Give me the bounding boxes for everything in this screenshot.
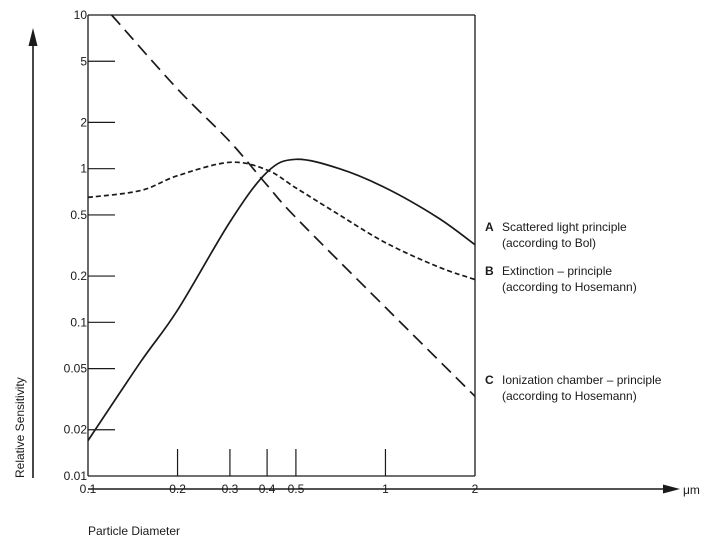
y-axis-title: Relative Sensitivity (13, 377, 27, 478)
legend-letter-a: A (485, 220, 494, 234)
y-tick-label: 0.02 (64, 423, 88, 437)
y-tick-label: 5 (80, 54, 87, 68)
x-tick-label: 1 (382, 482, 389, 496)
y-tick-label: 0.05 (64, 362, 88, 376)
legend: A Scattered light principle (according to … (485, 220, 662, 403)
y-tick-label: 0.5 (70, 208, 87, 222)
x-tick-label: 0.1 (80, 482, 97, 496)
series-lines (87, 14, 476, 442)
x-axis-ticks: 0.1 0.2 0.3 0.4 0.5 1 2 (80, 449, 479, 496)
y-tick-label: 2 (80, 115, 87, 129)
y-tick-label: 0.01 (64, 469, 88, 483)
legend-label-b: Extinction – principle (502, 264, 612, 278)
legend-label-c: Ionization chamber – principle (502, 373, 662, 387)
y-axis-arrow-head (28, 28, 38, 46)
axes (28, 14, 680, 494)
x-tick-label: 0.2 (169, 482, 186, 496)
x-tick-label: 0.4 (259, 482, 276, 496)
y-tick-label: 10 (74, 8, 88, 22)
y-tick-label: 1 (80, 162, 87, 176)
series-line-a (87, 158, 476, 442)
series-line-b (87, 161, 476, 281)
x-tick-label: 0.5 (288, 482, 305, 496)
x-axis-unit: μm (683, 483, 700, 497)
y-tick-label: 0.1 (70, 315, 87, 329)
legend-letter-c: C (485, 373, 494, 387)
y-tick-label: 0.2 (70, 269, 87, 283)
legend-letter-b: B (485, 264, 494, 278)
x-tick-label: 0.3 (222, 482, 239, 496)
legend-sublabel-a: (according to Bol) (502, 236, 596, 250)
x-axis-arrow-head (663, 484, 680, 494)
series-line-c (110, 14, 476, 397)
legend-sublabel-b: (according to Hosemann) (502, 280, 637, 294)
x-tick-label: 2 (472, 482, 479, 496)
legend-label-a: Scattered light principle (502, 220, 627, 234)
x-axis-title: Particle Diameter (88, 524, 180, 538)
y-axis-ticks: 0.01 0.02 0.05 0.1 0.2 0.5 1 2 5 10 (64, 8, 115, 483)
legend-sublabel-c: (according to Hosemann) (502, 389, 637, 403)
